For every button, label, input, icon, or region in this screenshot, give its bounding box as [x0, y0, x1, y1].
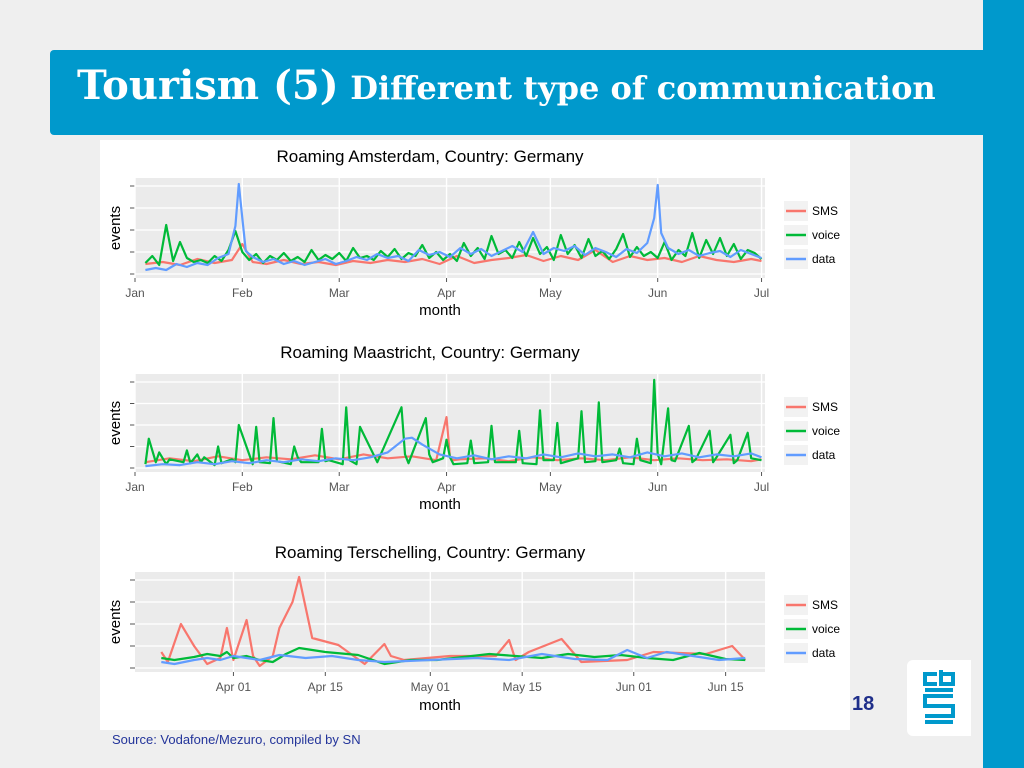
legend-label-voice: voice	[812, 228, 840, 242]
chart-title: Roaming Terschelling, Country: Germany	[275, 543, 586, 562]
x-tick-label: Mar	[329, 480, 350, 494]
y-axis-label: events	[107, 401, 124, 445]
title-sub: Different type of communication	[350, 69, 936, 107]
legend-label-voice: voice	[812, 622, 840, 636]
chart-maastricht: Roaming Maastricht, Country: Germany Jan F…	[100, 336, 850, 524]
legend-label-sms: SMS	[812, 598, 838, 612]
series-line-sms	[145, 242, 762, 267]
series-line-data	[161, 648, 746, 666]
page-number: 18	[852, 693, 875, 715]
chart-title: Roaming Amsterdam, Country: Germany	[276, 147, 584, 166]
legend-label-data: data	[812, 448, 836, 462]
x-axis-label: month	[419, 302, 461, 319]
series-line-data	[145, 182, 762, 272]
series-line-voice	[161, 646, 746, 666]
series-line-data	[145, 436, 762, 468]
x-tick-label: May	[539, 480, 562, 494]
source-note: Source: Vodafone/Mezuro, compiled by SN	[112, 732, 361, 747]
chart-terschelling-svg: Roaming Terschelling, Country: Germany Ap…	[107, 543, 840, 714]
x-tick-label: Jan	[125, 480, 144, 494]
x-axis-label: month	[419, 496, 461, 513]
title-bar: Tourism (5) Different type of communicat…	[50, 50, 983, 135]
x-tick-label: Apr	[437, 480, 456, 494]
y-axis-label: events	[107, 600, 124, 644]
chart-terschelling: Roaming Terschelling, Country: Germany Ap…	[100, 536, 850, 728]
legend-label-data: data	[812, 252, 836, 266]
x-tick-label: May 15	[503, 680, 543, 694]
x-tick-label: Jan	[125, 286, 144, 300]
cbs-logo-icon	[923, 670, 955, 724]
x-tick-label: Jun 15	[708, 680, 744, 694]
x-tick-label: Feb	[232, 286, 253, 300]
x-tick-label: Jun	[648, 286, 667, 300]
chart-title: Roaming Maastricht, Country: Germany	[280, 343, 580, 362]
x-tick-label: Feb	[232, 480, 253, 494]
x-tick-label: Jul	[754, 480, 769, 494]
slide-title: Tourism (5) Different type of communicat…	[77, 62, 936, 109]
chart-amsterdam: Roaming Amsterdam, Country: Germany Jan Fe…	[100, 140, 850, 328]
x-axis-label: month	[419, 697, 461, 714]
x-tick-label: Jun	[648, 480, 667, 494]
chart-panel: Roaming Amsterdam, Country: Germany Jan Fe…	[100, 140, 850, 730]
x-tick-label: Apr	[437, 286, 456, 300]
chart-maastricht-svg: Roaming Maastricht, Country: Germany Jan F…	[107, 343, 840, 513]
legend-label-sms: SMS	[812, 204, 838, 218]
y-axis-label: events	[107, 206, 124, 250]
x-tick-label: May	[539, 286, 562, 300]
legend-label-voice: voice	[812, 424, 840, 438]
x-tick-label: Apr 15	[308, 680, 344, 694]
x-tick-label: Apr 01	[216, 680, 252, 694]
x-tick-label: Mar	[329, 286, 350, 300]
x-tick-label: Jun 01	[616, 680, 652, 694]
title-main: Tourism (5)	[77, 62, 339, 109]
legend-label-sms: SMS	[812, 400, 838, 414]
plot-background	[135, 178, 765, 278]
chart-amsterdam-svg: Roaming Amsterdam, Country: Germany Jan Fe…	[107, 147, 840, 319]
legend-label-data: data	[812, 646, 836, 660]
cbs-logo	[907, 660, 971, 736]
x-tick-label: Jul	[754, 286, 769, 300]
series-line-voice	[144, 223, 763, 267]
right-accent-bar	[983, 0, 1024, 768]
x-tick-label: May 01	[411, 680, 451, 694]
